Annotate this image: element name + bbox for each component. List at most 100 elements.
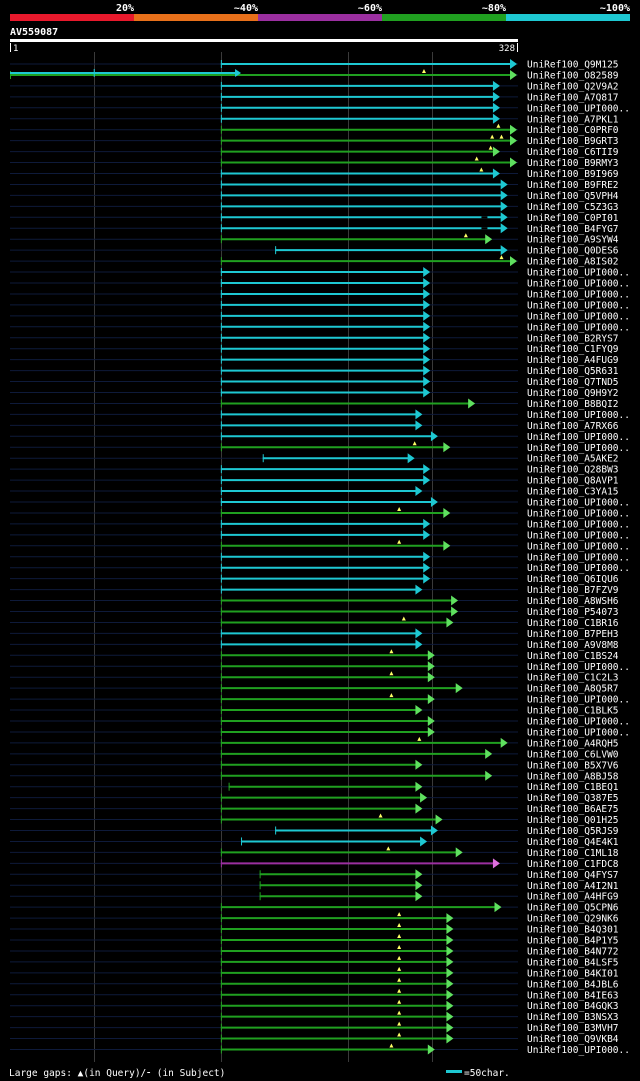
hit-row[interactable]: UniRef100_UPI000.. [10,551,630,564]
hit-row[interactable]: UniRef100_C1BLK5 [10,705,619,717]
hit-row[interactable]: UniRef100_C1BEQ1 [10,781,619,794]
hit-row[interactable]: UniRef100_A4RQH5 [10,736,619,750]
hit-label[interactable]: UniRef100_C3YA15 [527,487,619,498]
hit-row[interactable]: UniRef100_P54073 [10,606,619,619]
hit-label[interactable]: UniRef100_B6AE75 [527,804,619,815]
hit-row[interactable]: UniRef100_UPI000.. [10,716,630,728]
hit-row[interactable]: UniRef100_UPI000.. [10,299,630,312]
hit-label[interactable]: UniRef100_UPI000.. [527,563,630,574]
hit-row[interactable]: UniRef100_UPI000.. [10,102,630,115]
hit-row[interactable]: UniRef100_B9GRT3 [10,134,619,148]
hit-row[interactable]: UniRef100_Q5R631 [10,365,619,378]
hit-row[interactable]: UniRef100_UPI000.. [10,1043,630,1057]
hit-label[interactable]: UniRef100_B4P1Y5 [527,936,619,947]
hit-label[interactable]: UniRef100_Q9M125 [527,60,619,71]
hit-row[interactable]: UniRef100_B4FYG7 [10,223,619,235]
hit-label[interactable]: UniRef100_Q6IQU6 [527,574,619,585]
hit-label[interactable]: UniRef100_UPI000.. [527,410,630,421]
hit-label[interactable]: UniRef100_C1ML18 [527,848,619,859]
hit-row[interactable]: UniRef100_B4KI01 [10,966,619,980]
hit-row[interactable]: UniRef100_Q28BW3 [10,464,619,476]
hit-row[interactable]: UniRef100_B4P1Y5 [10,934,619,947]
hit-row[interactable]: UniRef100_B4GQK3 [10,999,619,1013]
hit-label[interactable]: UniRef100_Q7TND5 [527,377,619,388]
hit-row[interactable]: UniRef100_UPI000.. [10,562,630,575]
hit-label[interactable]: UniRef100_B4FYG7 [527,224,619,235]
hit-label[interactable]: UniRef100_B7PEH3 [527,629,619,640]
hit-label[interactable]: UniRef100_UPI000.. [527,727,630,738]
hit-row[interactable]: UniRef100_A4I2N1 [10,880,619,892]
hit-label[interactable]: UniRef100_UPI000.. [527,530,630,541]
hit-label[interactable]: UniRef100_B4N772 [527,946,619,957]
hit-row[interactable]: UniRef100_UPI000.. [10,321,630,334]
hit-row[interactable]: UniRef100_UPI000.. [10,518,630,531]
hit-label[interactable]: UniRef100_UPI000.. [527,1045,630,1056]
hit-label[interactable]: UniRef100_Q9VKB4 [527,1034,619,1045]
hit-label[interactable]: UniRef100_UPI000.. [527,432,630,443]
hit-row[interactable]: UniRef100_UPI000.. [10,661,630,673]
hit-row[interactable]: UniRef100_B4Q301 [10,923,619,936]
hit-label[interactable]: UniRef100_Q8AVP1 [527,476,619,487]
hit-label[interactable]: UniRef100_A7RX66 [527,421,619,432]
hit-label[interactable]: UniRef100_B4LSF5 [527,957,619,968]
hit-row[interactable]: UniRef100_UPI000.. [10,409,630,421]
hit-row[interactable]: UniRef100_C0PRF0 [10,123,619,137]
hit-label[interactable]: UniRef100_UPI000.. [527,541,630,552]
hit-row[interactable]: UniRef100_UPI000.. [10,539,630,553]
hit-row[interactable]: UniRef100_C1BS24 [10,649,619,662]
hit-label[interactable]: UniRef100_UPI000.. [527,498,630,509]
hit-row[interactable]: UniRef100_Q2V9A2 [10,80,619,93]
hit-row[interactable]: UniRef100_UPI000.. [10,441,630,454]
hit-label[interactable]: UniRef100_A4HFG9 [527,892,619,903]
hit-label[interactable]: UniRef100_B4JBL6 [527,979,619,990]
hit-label[interactable]: UniRef100_C1BS24 [527,651,619,662]
hit-label[interactable]: UniRef100_Q29NK6 [527,914,619,925]
hit-label[interactable]: UniRef100_C0PRF0 [527,125,619,136]
hit-row[interactable]: UniRef100_A9V8M8 [10,639,619,651]
hit-row[interactable]: UniRef100_Q01H25 [10,813,619,827]
hit-row[interactable]: UniRef100_UPI000.. [10,431,630,443]
hit-label[interactable]: UniRef100_Q5CPN6 [527,903,619,914]
hit-row[interactable]: UniRef100_B4LSF5 [10,955,619,969]
hit-row[interactable]: UniRef100_A5AKE2 [10,453,619,465]
hit-label[interactable]: UniRef100_A9V8M8 [527,640,619,651]
hit-row[interactable]: UniRef100_C1BR16 [10,616,619,629]
hit-row[interactable]: UniRef100_Q4E4K1 [10,836,619,848]
hit-label[interactable]: UniRef100_B9GRT3 [527,136,619,147]
hit-row[interactable]: UniRef100_Q0DES6 [10,245,619,257]
hit-row[interactable]: UniRef100_A9SYW4 [10,233,619,246]
hit-row[interactable]: UniRef100_A7PKL1 [10,113,619,126]
hit-label[interactable]: UniRef100_UPI000.. [527,311,630,322]
hit-label[interactable]: UniRef100_C6LVW0 [527,749,619,760]
hit-row[interactable]: UniRef100_B4IE63 [10,988,619,1002]
hit-label[interactable]: UniRef100_B4GQK3 [527,1001,619,1012]
hit-row[interactable]: UniRef100_Q9H9Y2 [10,387,619,400]
hit-row[interactable]: UniRef100_Q5VPH4 [10,190,619,202]
hit-row[interactable]: UniRef100_Q6IQU6 [10,573,619,586]
hit-label[interactable]: UniRef100_A4RQH5 [527,738,619,749]
hit-label[interactable]: UniRef100_A4I2N1 [527,881,619,892]
hit-label[interactable]: UniRef100_UPI000.. [527,717,630,728]
hit-label[interactable]: UniRef100_B5X7V6 [527,760,619,771]
hit-row[interactable]: UniRef100_UPI000.. [10,267,630,279]
hit-row[interactable]: UniRef100_C1FDC8 [10,858,619,870]
hit-label[interactable]: UniRef100_UPI000.. [527,268,630,279]
hit-label[interactable]: UniRef100_B8BQI2 [527,399,619,410]
hit-row[interactable]: UniRef100_Q9VKB4 [10,1032,619,1046]
hit-label[interactable]: UniRef100_UPI000.. [527,300,630,311]
hit-row[interactable]: UniRef100_Q4FYS7 [10,869,619,881]
hit-row[interactable]: UniRef100_UPI000.. [10,726,630,739]
hit-label[interactable]: UniRef100_UPI000.. [527,289,630,300]
hit-label[interactable]: UniRef100_A9SYW4 [527,235,619,246]
hit-label[interactable]: UniRef100_B4Q301 [527,925,619,936]
hit-label[interactable]: UniRef100_A8BJ58 [527,771,619,782]
hit-row[interactable]: UniRef100_Q9M125 [10,59,619,71]
hit-label[interactable]: UniRef100_Q5R631 [527,366,619,377]
hit-label[interactable]: UniRef100_B9RMY3 [527,158,619,169]
hit-label[interactable]: UniRef100_UPI000.. [527,279,630,290]
hit-label[interactable]: UniRef100_UPI000.. [527,552,630,563]
hit-label[interactable]: UniRef100_C1C2L3 [527,673,619,684]
hit-label[interactable]: UniRef100_C1BR16 [527,618,619,629]
hit-row[interactable]: UniRef100_C1FYQ9 [10,343,619,356]
hit-row[interactable]: UniRef100_A4HFG9 [10,891,619,903]
